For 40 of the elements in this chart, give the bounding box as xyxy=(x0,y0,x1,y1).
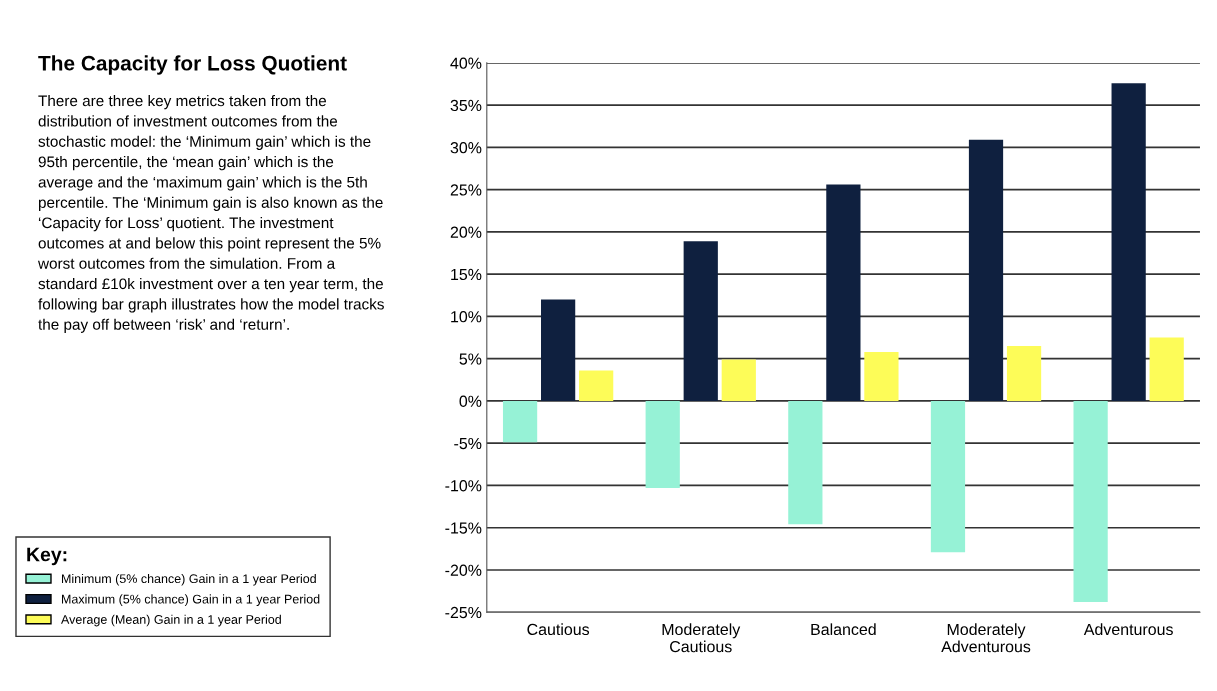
bar xyxy=(968,139,1004,401)
bar xyxy=(1073,400,1108,603)
y-tick-label: -20% xyxy=(445,564,482,576)
y-tick-label: 10% xyxy=(451,311,482,323)
bar xyxy=(579,370,614,401)
bar xyxy=(541,299,576,401)
legend-label: Average (Mean) Gain in a 1 year Period xyxy=(61,614,281,627)
y-tick-label: 5% xyxy=(459,353,482,365)
bar xyxy=(1006,346,1042,401)
bar xyxy=(788,400,823,525)
legend-label: Maximum (5% chance) Gain in a 1 year Period xyxy=(62,594,320,606)
y-tick-label: 30% xyxy=(450,142,482,154)
bar xyxy=(721,359,756,401)
text: There are three key metrics taken from the distribution of investment outcomes from the stochastic model: the ‘Minimum gain’ which is the 95th percentile, the ‘mean gain’ which is the average and the ‘maximum gain’ which is the 5th percentile. The ‘Minimum gain is also known as the ‘Capacity for Loss’ quotient. The investment outcomes at and below this point represent the 5% worst outcomes from the simulation. From a standard £10k investment over a ten year term, the following bar graph illustrates how the model tracks the pay off between ‘risk’ and ‘return’. xyxy=(37,95,384,333)
x-tick-label: Cautious xyxy=(527,623,590,636)
y-tick-label: 40% xyxy=(450,57,482,69)
bar xyxy=(930,400,966,553)
x-tick-label: Adventurous xyxy=(1083,623,1173,636)
bar xyxy=(864,351,899,401)
bar xyxy=(645,400,680,488)
y-tick-label: -15% xyxy=(445,522,482,534)
y-tick-label: 15% xyxy=(451,268,482,281)
x-tick-label: Moderately Adventurous xyxy=(941,623,1031,653)
bar xyxy=(1111,83,1146,401)
legend-label: Minimum (5% chance) Gain in a 1 year Period xyxy=(62,573,316,586)
legend-title: Key: xyxy=(27,547,67,566)
y-tick-label: 20% xyxy=(450,226,482,238)
y-tick-label: 25% xyxy=(450,184,482,196)
bar xyxy=(826,184,861,401)
bar xyxy=(502,400,538,443)
y-tick-label: -5% xyxy=(454,437,482,450)
y-tick-label: -10% xyxy=(445,480,482,492)
x-tick-label: Balanced xyxy=(811,623,876,636)
x-tick-label: Moderately Cautious xyxy=(662,623,741,653)
y-tick-label: -25% xyxy=(445,606,482,619)
bar xyxy=(683,241,718,401)
y-tick-label: 35% xyxy=(450,99,482,112)
bar xyxy=(1149,337,1184,401)
text: The Capacity for Loss Quotient xyxy=(38,55,347,75)
y-tick-label: 0% xyxy=(459,395,482,407)
